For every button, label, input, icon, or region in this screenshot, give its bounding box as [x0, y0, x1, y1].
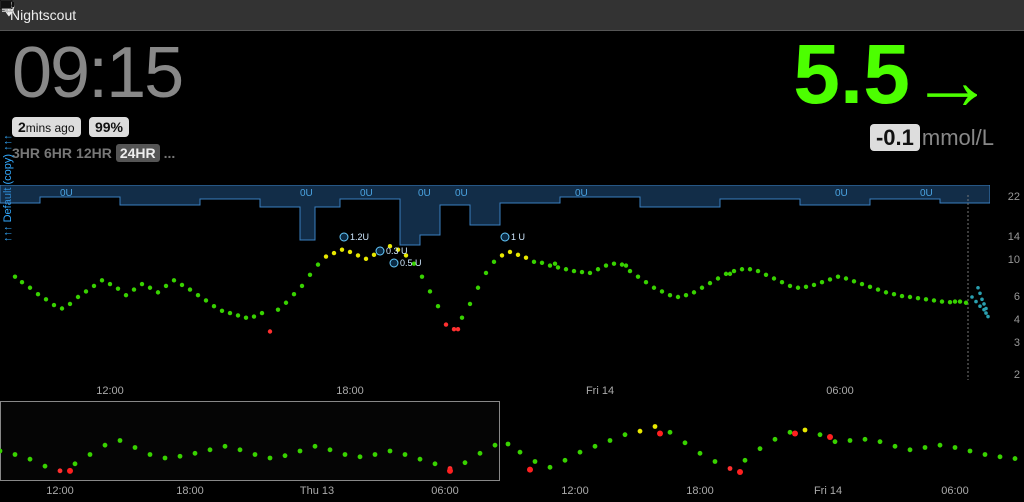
battery-pill: 99%	[89, 117, 129, 137]
app-title: Nightscout	[10, 7, 76, 23]
time-ago-pill: 2mins ago	[12, 117, 81, 137]
svg-text:0U: 0U	[920, 188, 933, 199]
bg-value: 5.5→	[793, 37, 994, 119]
range-3hr[interactable]: 3HR	[12, 145, 40, 161]
svg-text:0.5 U: 0.5 U	[400, 258, 422, 268]
svg-text:0U: 0U	[835, 188, 848, 199]
current-time: 09:15	[12, 37, 182, 109]
time-range-selector[interactable]: 3HR6HR12HR24HR...	[12, 145, 182, 161]
svg-text:1 U: 1 U	[511, 232, 525, 242]
time-block: 09:15 2mins ago 99% 3HR6HR12HR24HR...	[12, 37, 182, 161]
svg-text:0U: 0U	[60, 188, 73, 199]
svg-text:0.3 U: 0.3 U	[386, 246, 408, 256]
bg-block: 5.5→ -0.1mmol/L	[793, 37, 1012, 151]
status-row: 09:15 2mins ago 99% 3HR6HR12HR24HR... 5.…	[0, 31, 1024, 185]
trend-arrow-icon: →	[910, 33, 994, 127]
svg-text:1.2U: 1.2U	[350, 232, 369, 242]
svg-text:0U: 0U	[418, 188, 431, 199]
y-axis: 2214106432	[990, 185, 1020, 385]
x-axis-bottom: 12:0018:00Thu 1306:0012:0018:00Fri 1406:…	[0, 485, 1024, 499]
x-axis-top: 12:0018:00Fri 1406:00	[0, 385, 1024, 399]
bg-delta: -0.1mmol/L	[793, 125, 994, 151]
main-glucose-chart[interactable]: ↑↑↑ Default (copy) ↑↑↑ 0U0U0U0U0U0U0U0U1…	[0, 185, 1024, 385]
svg-text:0U: 0U	[360, 188, 373, 199]
svg-text:0U: 0U	[300, 188, 313, 199]
range-12hr[interactable]: 12HR	[76, 145, 112, 161]
range-6hr[interactable]: 6HR	[44, 145, 72, 161]
context-glucose-chart[interactable]: 12:0018:00Fri 1406:00 12:0018:00Thu 1306…	[0, 387, 1024, 497]
status-pills: 2mins ago 99%	[12, 117, 182, 137]
range-24hr[interactable]: 24HR	[116, 144, 160, 162]
svg-text:0U: 0U	[575, 188, 588, 199]
range-...[interactable]: ...	[164, 145, 176, 161]
svg-text:0U: 0U	[455, 188, 468, 199]
